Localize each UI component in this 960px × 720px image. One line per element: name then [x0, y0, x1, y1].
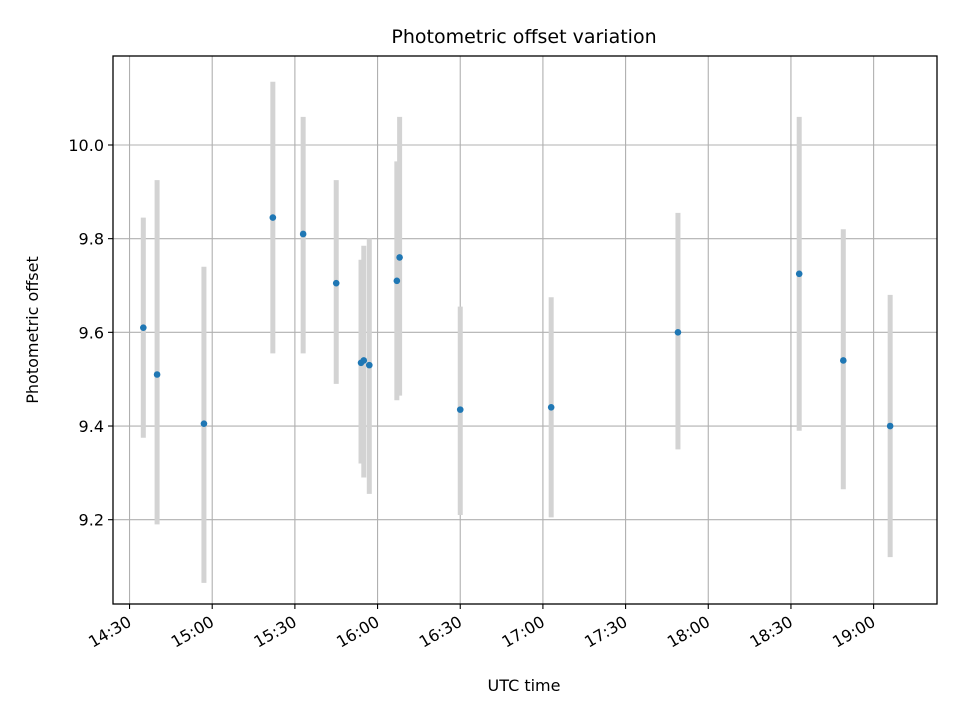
- y-tick-label: 10.0: [68, 136, 104, 155]
- data-point: [547, 403, 555, 411]
- data-point: [840, 357, 847, 364]
- y-axis-label: Photometric offset: [23, 256, 42, 404]
- x-tick-label: 15:00: [168, 612, 217, 652]
- x-tick-label: 14:30: [85, 612, 134, 652]
- x-tick-label: 16:30: [416, 612, 465, 652]
- y-tick-label: 9.6: [79, 323, 104, 342]
- x-axis-label: UTC time: [488, 676, 561, 695]
- data-point: [396, 254, 403, 261]
- x-tick-label: 16:00: [333, 612, 382, 652]
- data-point: [795, 270, 803, 278]
- data-points: [140, 214, 894, 430]
- y-axis: 9.2 9.4 9.6 9.8 10.0: [68, 136, 113, 530]
- data-point: [299, 230, 307, 238]
- x-axis: 14:30 15:00 15:30 16:00 16:30 17:00 17:30 18:00…: [85, 604, 879, 652]
- data-point: [153, 371, 161, 378]
- y-tick-label: 9.4: [79, 417, 104, 436]
- chart-title: Photometric offset variation: [391, 26, 656, 48]
- plot-frame: [112, 55, 938, 605]
- data-point: [360, 357, 368, 364]
- data-point: [332, 279, 340, 287]
- data-point: [200, 420, 208, 427]
- data-point: [886, 422, 894, 430]
- x-tick-label: 15:30: [250, 612, 299, 652]
- grid-lines: [113, 56, 937, 604]
- data-point: [269, 214, 277, 221]
- data-point: [393, 277, 401, 285]
- data-point: [674, 329, 682, 336]
- data-point: [365, 361, 373, 369]
- y-tick-label: 9.8: [79, 230, 104, 249]
- x-tick-label: 18:30: [747, 612, 796, 652]
- x-tick-label: 19:00: [829, 612, 878, 652]
- y-tick-label: 9.2: [79, 511, 104, 530]
- x-tick-label: 17:30: [581, 612, 630, 652]
- x-tick-label: 18:00: [664, 612, 713, 652]
- x-tick-label: 17:00: [498, 612, 547, 652]
- data-point: [140, 324, 147, 331]
- data-point: [456, 406, 464, 413]
